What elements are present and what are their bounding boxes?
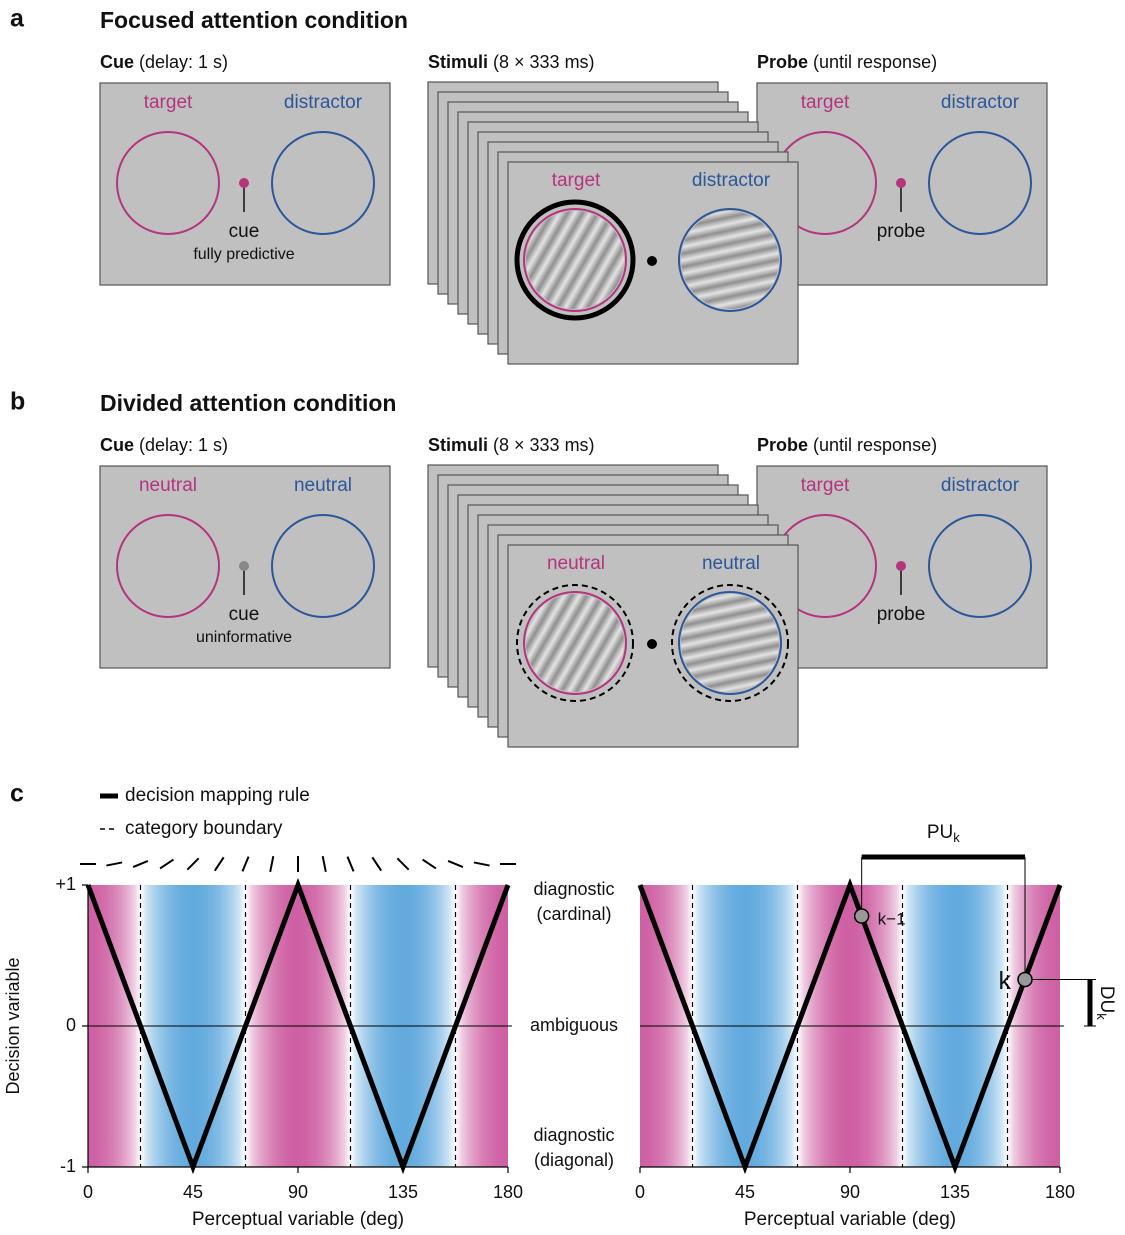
sample-point [1018, 972, 1032, 986]
heading-detail: (8 × 333 ms) [493, 435, 595, 455]
x-tick-label: 0 [635, 1182, 645, 1202]
point-label: k−1 [878, 910, 906, 929]
left-label: neutral [547, 553, 605, 574]
heading-bold: Cue [100, 52, 134, 72]
legend-label: category boundary [125, 818, 283, 839]
right-label: distractor [941, 92, 1020, 113]
state-label: (diagonal) [534, 1150, 614, 1170]
orientation-glyph [242, 857, 248, 872]
frame-heading: Stimuli(8 × 333 ms) [428, 52, 595, 72]
heading-bold: Cue [100, 435, 134, 455]
point-label: k [999, 967, 1012, 995]
cue-label: cue [229, 604, 260, 625]
state-label: (cardinal) [536, 904, 611, 924]
cue-dot [239, 561, 249, 571]
state-label: ambiguous [530, 1015, 618, 1035]
left-label: neutral [139, 475, 197, 496]
right-label: distractor [692, 170, 771, 191]
orientation-glyph [372, 857, 381, 870]
y-tick-label: -1 [60, 1156, 76, 1176]
orientation-glyph [423, 860, 436, 869]
heading-detail: (until response) [813, 435, 937, 455]
panel-letter: b [10, 388, 25, 416]
grating [526, 211, 624, 309]
x-tick-label: 180 [493, 1182, 523, 1202]
pu-sub: k [953, 830, 960, 845]
orientation-glyph [106, 862, 122, 865]
state-label: diagnostic [533, 879, 614, 899]
orientation-glyph [215, 857, 224, 870]
probe-dot [896, 178, 906, 188]
fixation-dot [647, 256, 657, 266]
pu-label: PUk [927, 822, 960, 845]
left-label: target [801, 92, 850, 113]
x-tick-label: 135 [940, 1182, 970, 1202]
x-tick-label: 0 [83, 1182, 93, 1202]
x-tick-label: 45 [735, 1182, 755, 1202]
x-tick-label: 135 [388, 1182, 418, 1202]
orientation-glyph [474, 862, 490, 865]
panel-title: Divided attention condition [100, 390, 396, 416]
du-sub: k [1094, 1013, 1109, 1020]
state-label: diagnostic [533, 1125, 614, 1145]
x-tick-label: 45 [183, 1182, 203, 1202]
sample-point [855, 909, 869, 923]
heading-bold: Stimuli [428, 52, 488, 72]
frame-heading: Probe(until response) [757, 435, 937, 455]
left-label: target [144, 92, 193, 113]
panel-letter: a [10, 5, 25, 33]
du-label: DUk [1094, 986, 1117, 1020]
right-label: neutral [702, 553, 760, 574]
orientation-glyph [160, 860, 173, 869]
fixation-dot [647, 639, 657, 649]
orientation-glyph [270, 856, 273, 872]
y-tick-label: 0 [66, 1015, 76, 1035]
x-tick-label: 180 [1045, 1182, 1075, 1202]
heading-detail: (8 × 333 ms) [493, 52, 595, 72]
frame-heading: Probe(until response) [757, 52, 937, 72]
figure: aFocused attention conditionCue(delay: 1… [0, 0, 1125, 1235]
orientation-glyph [187, 858, 198, 869]
left-label: target [552, 170, 601, 191]
legend-label: decision mapping rule [125, 785, 310, 806]
heading-detail: (delay: 1 s) [139, 435, 228, 455]
panel-title: Focused attention condition [100, 7, 408, 33]
heading-bold: Stimuli [428, 435, 488, 455]
cue-note: fully predictive [193, 246, 294, 263]
x-axis-label: Perceptual variable (deg) [192, 1209, 404, 1230]
y-axis-label: Decision variable [3, 957, 23, 1094]
right-label: neutral [294, 475, 352, 496]
y-tick-label: +1 [55, 874, 76, 894]
orientation-glyph [397, 858, 408, 869]
orientation-glyph [323, 856, 326, 872]
heading-detail: (delay: 1 s) [139, 52, 228, 72]
heading-detail: (until response) [813, 52, 937, 72]
right-label: distractor [941, 475, 1020, 496]
grating [526, 594, 624, 692]
frame-heading: Cue(delay: 1 s) [100, 52, 228, 72]
frame-heading: Stimuli(8 × 333 ms) [428, 435, 595, 455]
orientation-glyph [347, 857, 353, 872]
probe-label: probe [877, 604, 926, 625]
du-main: DU [1096, 986, 1117, 1013]
heading-bold: Probe [757, 52, 808, 72]
probe-label: probe [877, 221, 926, 242]
x-axis-label: Perceptual variable (deg) [744, 1209, 956, 1230]
orientation-glyph [133, 861, 148, 867]
right-label: distractor [284, 92, 363, 113]
heading-bold: Probe [757, 435, 808, 455]
x-tick-label: 90 [840, 1182, 860, 1202]
panel-letter: c [10, 780, 24, 808]
grating [681, 594, 779, 692]
cue-note: uninformative [196, 629, 292, 646]
orientation-glyph [448, 861, 463, 867]
probe-dot [896, 561, 906, 571]
cue-label: cue [229, 221, 260, 242]
left-label: target [801, 475, 850, 496]
grating [681, 211, 779, 309]
cue-dot [239, 178, 249, 188]
pu-main: PU [927, 822, 953, 843]
frame-heading: Cue(delay: 1 s) [100, 435, 228, 455]
x-tick-label: 90 [288, 1182, 308, 1202]
